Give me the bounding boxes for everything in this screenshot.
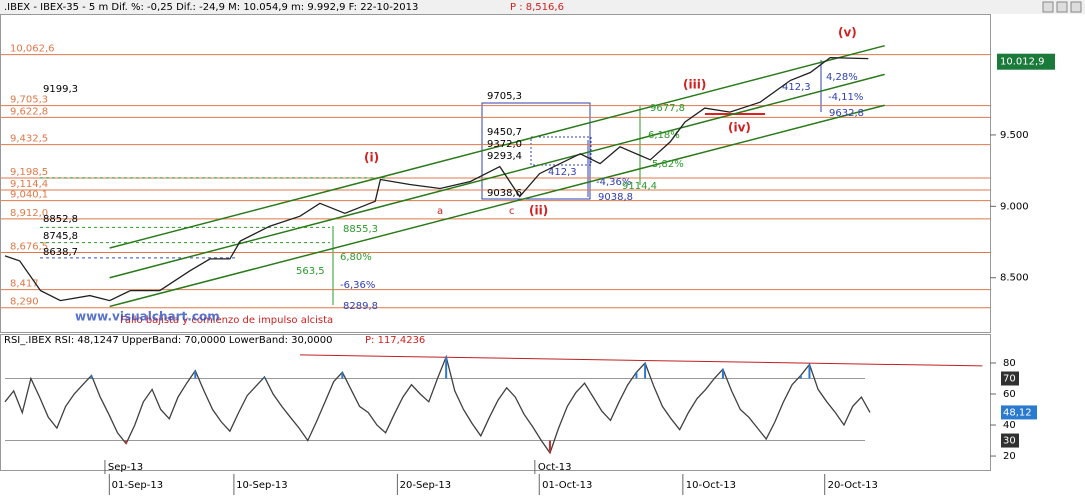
last-rsi-box bbox=[1001, 405, 1037, 420]
annotation: a bbox=[437, 206, 443, 217]
trend-line bbox=[109, 104, 885, 308]
header-bar bbox=[0, 0, 1085, 14]
annotation: 8855,3 bbox=[343, 224, 378, 235]
last-price-box bbox=[997, 53, 1055, 70]
annotation: -4,11% bbox=[828, 92, 863, 103]
annotation: 9038,8 bbox=[598, 192, 633, 203]
y-tick-label: 80 bbox=[1003, 358, 1016, 369]
band-label: 30 bbox=[1003, 436, 1016, 447]
y-tick-label: 40 bbox=[1003, 420, 1016, 431]
annotation: 9705,3 bbox=[487, 91, 522, 102]
month-tick-label: Sep-13 bbox=[108, 462, 143, 473]
annotation: (i) bbox=[364, 151, 379, 165]
level-label: 8,417 bbox=[10, 279, 39, 290]
annotation: 8745,8 bbox=[43, 231, 78, 242]
annotation: 9632,8 bbox=[829, 108, 864, 119]
y-tick-label: 9.500 bbox=[1000, 130, 1029, 141]
band-box bbox=[1001, 371, 1019, 386]
y-tick-label: 60 bbox=[1003, 389, 1016, 400]
annotation: 9677,8 bbox=[650, 103, 685, 114]
header-text: .IBEX - IBEX-35 - 5 m Dif. %: -0,25 Dif.… bbox=[4, 2, 418, 13]
annotation: -4,36% bbox=[596, 177, 631, 188]
annotation: 9199,3 bbox=[43, 84, 78, 95]
annotation: 412,3 bbox=[548, 167, 577, 178]
y-tick-label: 9.000 bbox=[1000, 201, 1029, 212]
level-label: 9,432,5 bbox=[10, 134, 48, 145]
price-line bbox=[4, 354, 871, 455]
annotation: 8289,8 bbox=[343, 301, 378, 312]
x-tick-label: 20-Oct-13 bbox=[828, 480, 878, 491]
last-rsi-label: 48,12 bbox=[1003, 407, 1032, 418]
band-box bbox=[1001, 433, 1019, 448]
price-panel bbox=[0, 14, 991, 333]
annotation: (iv) bbox=[728, 121, 751, 135]
y-tick-label: 20 bbox=[1003, 451, 1016, 462]
annotation: (iii) bbox=[683, 78, 706, 92]
close-button[interactable] bbox=[1070, 1, 1082, 13]
x-tick-label: 20-Sep-13 bbox=[400, 480, 452, 491]
level-label: 8,290 bbox=[10, 297, 39, 308]
level-label: 10,062,6 bbox=[10, 44, 55, 55]
minimize-button[interactable] bbox=[1042, 1, 1054, 13]
annotation: 4,28% bbox=[826, 72, 858, 83]
rsi-trend-line bbox=[299, 354, 983, 367]
x-tick-label: 01-Sep-13 bbox=[112, 480, 164, 491]
annotation: 412,3 bbox=[782, 82, 811, 93]
level-label: 9,705,3 bbox=[10, 95, 48, 106]
rsi-title: RSI_.IBEX RSI: 48,1247 UpperBand: 70,000… bbox=[4, 335, 332, 346]
annotation: (v) bbox=[838, 26, 857, 40]
annotation: c bbox=[509, 206, 515, 217]
level-label: 9,114,4 bbox=[10, 179, 48, 190]
annotation: www.visualchart.com bbox=[75, 310, 220, 324]
header-price: P : 8,516,6 bbox=[510, 2, 564, 13]
annotation: (ii) bbox=[529, 204, 548, 218]
x-tick-label: 01-Oct-13 bbox=[542, 480, 592, 491]
last-price-label: 10.012,9 bbox=[1000, 57, 1045, 68]
annotation: 6,18% bbox=[648, 130, 680, 141]
annotation: 9372,0 bbox=[487, 139, 522, 150]
rsi-subtitle: P: 117,4236 bbox=[365, 335, 425, 346]
month-tick-label: Oct-13 bbox=[538, 462, 572, 473]
annotation: 8638,7 bbox=[43, 247, 78, 258]
x-tick-label: 10-Sep-13 bbox=[236, 480, 288, 491]
level-label: 8,676,5 bbox=[10, 242, 48, 253]
level-label: 9,040,1 bbox=[10, 190, 48, 201]
annotation: 9114,4 bbox=[622, 181, 657, 192]
x-tick-label: 10-Oct-13 bbox=[686, 480, 736, 491]
band-label: 70 bbox=[1003, 373, 1016, 384]
level-label: 8,912,0 bbox=[10, 208, 48, 219]
y-tick-label: 8.500 bbox=[1000, 273, 1029, 284]
annotation: 6,80% bbox=[340, 252, 372, 263]
annotation: 563,5 bbox=[296, 266, 325, 277]
annotation: 9293,4 bbox=[487, 151, 522, 162]
level-label: 9,198,5 bbox=[10, 167, 48, 178]
maximize-button[interactable] bbox=[1056, 1, 1068, 13]
annotation: 5,82% bbox=[652, 159, 684, 170]
annotation: 9038,6 bbox=[487, 188, 522, 199]
level-label: 9,622,8 bbox=[10, 106, 48, 117]
annotation: 8852,8 bbox=[43, 214, 78, 225]
annotation: Fallo bajista y comienzo de impulso alci… bbox=[120, 315, 333, 326]
price-line bbox=[4, 56, 869, 302]
annotation: -6,36% bbox=[340, 280, 375, 291]
trend-line bbox=[109, 44, 885, 249]
annotation: 9450,7 bbox=[487, 127, 522, 138]
